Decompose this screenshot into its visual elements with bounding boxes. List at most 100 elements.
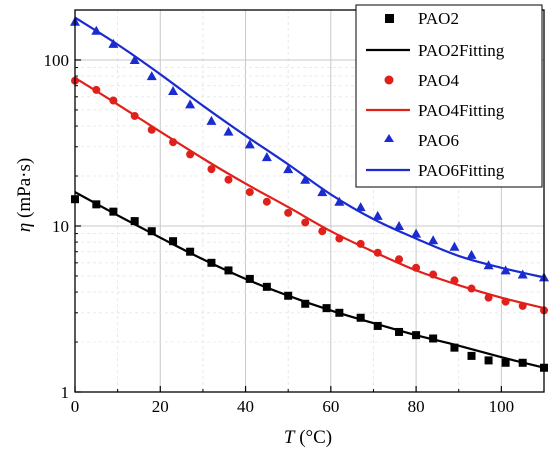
legend-marker-pao2: [385, 14, 394, 23]
point-pao2: [412, 331, 421, 340]
point-pao2: [284, 291, 293, 300]
point-pao6: [411, 228, 422, 238]
point-pao2: [301, 299, 310, 308]
legend-label-pao6: PAO6: [418, 131, 459, 150]
point-pao2: [92, 200, 101, 209]
point-pao6: [372, 210, 383, 220]
legend-label-pao2: PAO2: [418, 9, 459, 28]
point-pao6: [168, 86, 179, 96]
point-pao2: [130, 217, 139, 226]
y-tick-label: 1: [61, 383, 70, 402]
point-pao4: [186, 150, 195, 159]
point-pao4: [207, 165, 216, 174]
point-pao6: [146, 71, 157, 81]
point-pao2: [450, 343, 459, 352]
point-pao4: [450, 276, 459, 285]
point-pao4: [147, 125, 156, 134]
legend-entry-pao4-fitting: PAO4Fitting: [366, 101, 505, 120]
legend-entry-pao2: PAO2: [385, 9, 459, 28]
point-pao4: [373, 248, 382, 257]
point-pao6: [261, 152, 272, 162]
y-axis-unit: (mPa·s): [14, 158, 35, 223]
point-pao6: [394, 220, 405, 230]
point-pao2: [169, 237, 178, 246]
legend-entry-pao6: PAO6: [384, 131, 459, 150]
point-pao6: [500, 265, 511, 275]
point-pao4: [412, 263, 421, 272]
point-pao2: [245, 274, 254, 283]
point-pao4: [224, 175, 233, 184]
point-pao2: [224, 266, 233, 275]
point-pao6: [223, 126, 234, 136]
legend: PAO2 PAO2Fitting PAO4 PAO4Fitting PAO6 P…: [355, 4, 543, 188]
point-pao4: [356, 239, 365, 248]
point-pao6: [283, 164, 294, 174]
legend-label-pao6-fitting: PAO6Fitting: [418, 161, 505, 180]
point-pao4: [467, 284, 476, 293]
x-axis-symbol: T: [284, 427, 296, 448]
legend-entry-pao4: PAO4: [384, 71, 459, 90]
point-pao2: [262, 282, 271, 291]
legend-box: [355, 4, 543, 188]
point-pao2: [395, 327, 404, 336]
point-pao6: [206, 115, 217, 125]
point-pao2: [186, 247, 195, 256]
point-pao2: [518, 358, 527, 367]
point-pao4: [169, 138, 178, 147]
legend-label-pao2-fitting: PAO2Fitting: [418, 41, 505, 60]
point-pao6: [449, 241, 460, 251]
point-pao2: [501, 358, 510, 367]
point-pao4: [395, 255, 404, 264]
y-tick-label: 10: [52, 217, 69, 236]
point-pao6: [300, 174, 311, 184]
y-tick-label: 100: [44, 51, 70, 70]
point-pao6: [334, 196, 345, 206]
legend-label-pao4: PAO4: [418, 71, 459, 90]
point-pao4: [245, 188, 254, 197]
fit-line-pao4: [74, 76, 545, 310]
data-points-layer: [70, 16, 549, 372]
point-pao6: [483, 260, 494, 270]
point-pao2: [484, 356, 493, 365]
legend-entry-pao6-fitting: PAO6Fitting: [366, 161, 505, 180]
fit-line-pao2: [74, 191, 545, 369]
legend-entry-pao2-fitting: PAO2Fitting: [366, 41, 505, 60]
point-pao4: [301, 218, 310, 227]
point-pao4: [501, 297, 510, 306]
ticks-layer: 0 20 40 60 80 100 1 10 100: [44, 51, 515, 416]
legend-marker-pao6: [384, 134, 394, 142]
point-pao2: [109, 207, 118, 216]
point-pao4: [318, 227, 327, 236]
point-pao2: [322, 304, 331, 313]
x-tick-label: 20: [152, 397, 169, 416]
x-tick-label: 80: [408, 397, 425, 416]
legend-marker-pao4: [384, 75, 394, 85]
fit-lines-layer: [74, 16, 545, 369]
point-pao4: [109, 96, 118, 105]
legend-label-pao4-fitting: PAO4Fitting: [418, 101, 505, 120]
point-pao6: [317, 187, 328, 197]
point-pao4: [484, 293, 493, 302]
point-pao6: [466, 249, 477, 259]
point-pao6: [108, 38, 119, 48]
point-pao4: [284, 208, 293, 217]
fit-line-pao6: [74, 16, 545, 279]
x-axis-unit: (°C): [294, 427, 332, 448]
x-tick-label: 0: [71, 397, 80, 416]
x-axis-title: T (°C): [284, 427, 332, 448]
point-pao4: [262, 197, 271, 206]
point-pao6: [428, 235, 439, 245]
point-pao2: [147, 227, 156, 236]
point-pao6: [355, 202, 366, 212]
x-tick-label: 100: [489, 397, 515, 416]
point-pao2: [467, 351, 476, 360]
point-pao4: [429, 270, 438, 279]
point-pao4: [92, 85, 101, 94]
point-pao2: [373, 321, 382, 330]
y-axis-symbol: η: [14, 223, 35, 232]
point-pao2: [429, 334, 438, 343]
point-pao2: [356, 313, 365, 322]
point-pao6: [129, 54, 140, 64]
point-pao4: [518, 301, 527, 310]
